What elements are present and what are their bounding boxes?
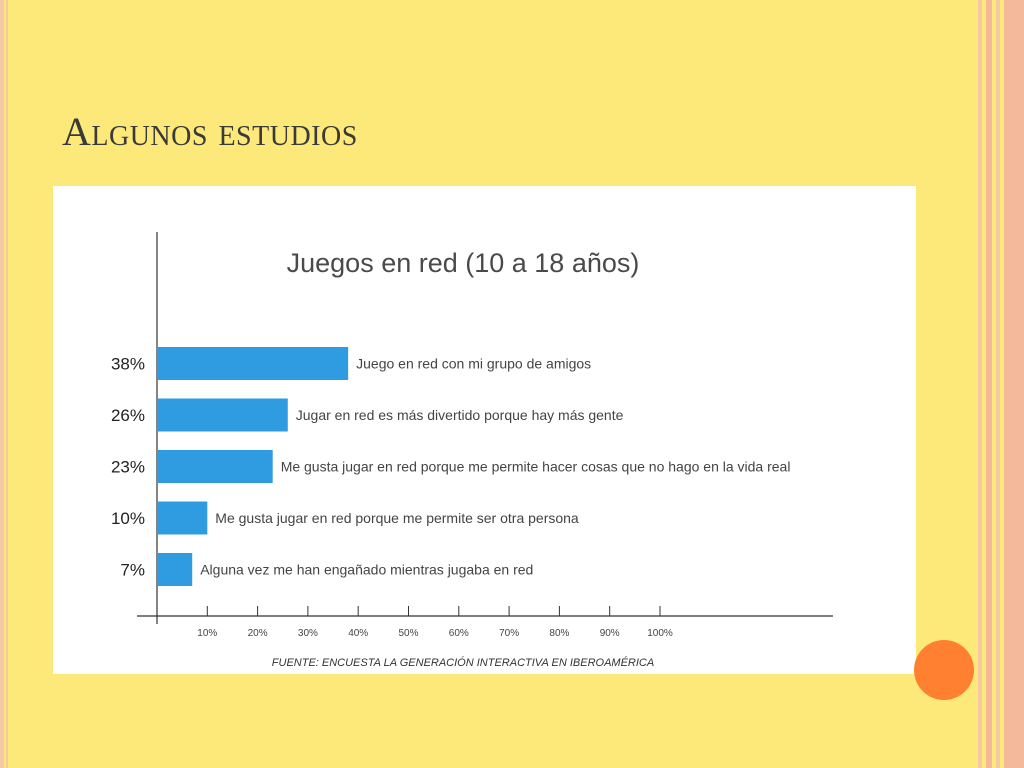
x-tick-label-100: 100% bbox=[647, 628, 673, 639]
bar-2 bbox=[157, 398, 288, 432]
bar-1 bbox=[157, 347, 349, 380]
bar-4 bbox=[157, 501, 208, 535]
x-tick-label-20: 20% bbox=[248, 628, 268, 639]
category-label-3: Me gusta jugar en red porque me permite … bbox=[281, 459, 791, 475]
value-label-2: 26% bbox=[111, 406, 145, 425]
x-tick-label-10: 10% bbox=[197, 628, 217, 639]
value-label-1: 38% bbox=[111, 355, 145, 374]
chart-title: Juegos en red (10 a 18 años) bbox=[287, 248, 640, 278]
decorative-circle bbox=[914, 640, 974, 700]
x-tick-label-40: 40% bbox=[348, 628, 368, 639]
value-label-4: 10% bbox=[111, 509, 145, 528]
category-label-2: Jugar en red es más divertido porque hay… bbox=[296, 407, 624, 423]
x-tick-label-80: 80% bbox=[549, 628, 569, 639]
bar-3 bbox=[157, 450, 273, 483]
left-decor-stripe-thin bbox=[6, 0, 8, 768]
category-label-1: Juego en red con mi grupo de amigos bbox=[356, 356, 591, 372]
value-label-3: 23% bbox=[111, 458, 145, 477]
x-tick-label-30: 30% bbox=[298, 628, 318, 639]
left-decor-stripe bbox=[0, 0, 4, 768]
right-decor-band bbox=[986, 0, 992, 768]
value-label-5: 7% bbox=[120, 561, 145, 580]
slide-title: Algunos estudios bbox=[62, 109, 358, 154]
chart-panel: Juegos en red (10 a 18 años) 38% Juego en … bbox=[53, 186, 916, 674]
category-label-4: Me gusta jugar en red porque me permite … bbox=[215, 510, 579, 526]
right-decor-band bbox=[1004, 0, 1024, 768]
bar-chart: Juegos en red (10 a 18 años) 38% Juego en … bbox=[111, 232, 833, 669]
x-tick-label-70: 70% bbox=[499, 628, 519, 639]
right-decor-band bbox=[978, 0, 982, 768]
category-label-5: Alguna vez me han engañado mientras juga… bbox=[200, 562, 533, 578]
x-tick-label-90: 90% bbox=[600, 628, 620, 639]
x-tick-label-60: 60% bbox=[449, 628, 469, 639]
source-note: FUENTE: ENCUESTA LA GENERACIÓN INTERACTI… bbox=[272, 656, 654, 669]
right-decor-band bbox=[996, 0, 1000, 768]
bar-5 bbox=[157, 553, 193, 586]
x-tick-label-50: 50% bbox=[398, 628, 418, 639]
